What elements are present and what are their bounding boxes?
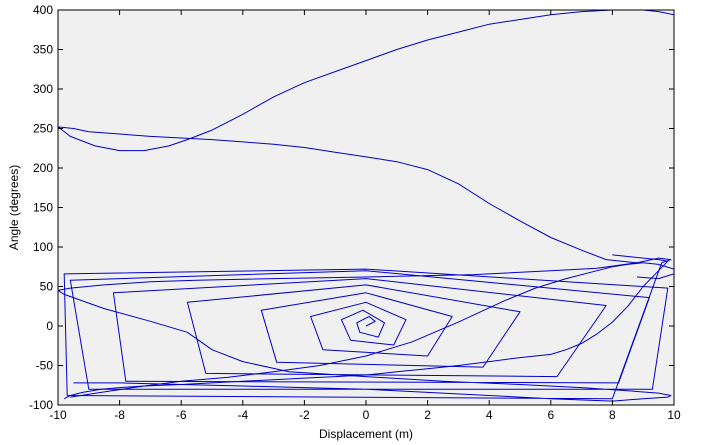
x-tick-label: -8 [114,408,125,422]
x-tick-label: 6 [547,408,554,422]
y-tick-label: 100 [33,240,53,254]
series-line-4 [58,10,674,264]
x-tick-label: 4 [486,408,493,422]
plot-area [58,10,674,405]
x-axis-label: Displacement (m) [319,427,413,441]
y-tick-label: 50 [40,280,54,294]
x-axis: -10 -8 -6 -4 -2 0 2 4 6 8 10 [49,10,681,422]
series-line-3 [70,262,674,398]
x-tick-label: 10 [667,408,681,422]
y-tick-label: 150 [33,201,53,215]
x-tick-label: -10 [49,408,67,422]
y-tick-label: -50 [36,359,54,373]
y-tick-label: -100 [29,398,53,412]
y-axis: -100 -50 0 50 100 150 200 250 300 350 400 [29,3,674,412]
y-tick-label: 300 [33,82,53,96]
y-tick-label: 200 [33,161,53,175]
y-tick-label: 350 [33,43,53,57]
x-tick-label: 2 [424,408,431,422]
x-tick-label: -4 [237,408,248,422]
x-tick-label: -2 [299,408,310,422]
x-tick-label: 8 [609,408,616,422]
x-tick-label: 0 [363,408,370,422]
y-tick-label: 250 [33,122,53,136]
x-tick-label: -6 [176,408,187,422]
y-tick-label: 0 [46,319,53,333]
y-tick-label: 400 [33,3,53,17]
series-lines [58,10,674,402]
y-axis-label: Angle (degrees) [7,165,21,250]
series-line-1 [58,257,672,402]
